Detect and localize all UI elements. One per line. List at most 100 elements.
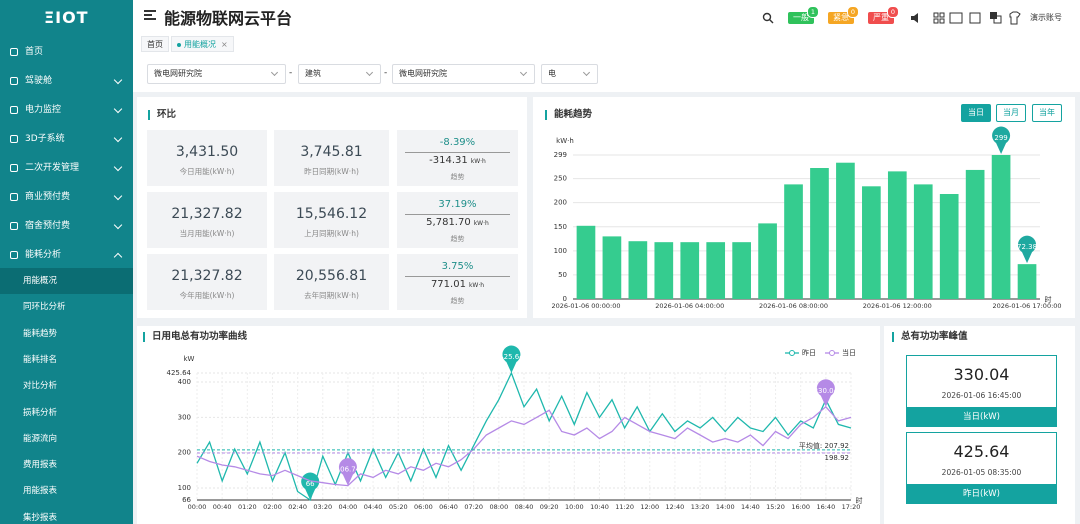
menu-item[interactable]: 首页 <box>0 38 133 66</box>
submenu-item[interactable]: 用能概况 <box>0 268 133 294</box>
menu-item[interactable]: 二次开发管理 <box>0 154 133 182</box>
bar <box>706 242 726 299</box>
x-tick-label: 06:00 <box>414 503 433 511</box>
x-tick-label: 07:20 <box>464 503 483 511</box>
x-tick-label: 08:00 <box>489 503 508 511</box>
stat-value: 15,546.12 <box>295 206 368 222</box>
menu-icon <box>10 48 18 56</box>
x-tick-label: 2026-01-06 04:00:00 <box>655 302 724 310</box>
pin-label: 330.04 <box>814 387 839 395</box>
x-axis-label: 时 <box>1045 295 1052 304</box>
menu-label: 宿舍预付费 <box>25 221 71 231</box>
series-line <box>196 371 852 502</box>
submenu-item[interactable]: 集抄报表 <box>0 505 133 524</box>
submenu-label: 同环比分析 <box>23 302 66 313</box>
submenu-item[interactable]: 对比分析 <box>0 373 133 399</box>
stat-card: 15,546.12 上月同期(kW·h) <box>274 192 389 248</box>
alarm-badge[interactable]: 严重 0 <box>868 6 899 24</box>
peak-value: 330.04 <box>953 365 1010 384</box>
pin-label: 72.38 <box>1017 243 1037 251</box>
average-label: 198.92 <box>825 454 850 462</box>
x-tick-label: 04:40 <box>364 503 383 511</box>
layout-icon[interactable] <box>933 12 939 18</box>
range-button[interactable]: 当日 <box>961 104 991 122</box>
submenu-label: 费用报表 <box>23 460 58 471</box>
account-name[interactable]: 演示账号 <box>1030 13 1062 22</box>
submenu-item[interactable]: 同环比分析 <box>0 294 133 320</box>
trend-panel: 能耗趋势 0 50 100 150 200 250 299 kW·h 时 2026-01-06 0… <box>533 97 1075 318</box>
bar <box>1017 264 1037 299</box>
stat-value: 20,556.81 <box>295 268 368 284</box>
menu-item[interactable]: 3D子系统 <box>0 125 133 153</box>
submenu-item[interactable]: 能耗趋势 <box>0 321 133 347</box>
stat-card: 20,556.81 去年同期(kW·h) <box>274 254 389 310</box>
menu-label: 能耗分析 <box>25 250 62 260</box>
range-button[interactable]: 当月 <box>996 104 1026 122</box>
stat-label: 趋势 <box>450 235 465 243</box>
menu-item[interactable]: 宿舍预付费 <box>0 212 133 240</box>
x-tick-label: 16:40 <box>816 503 835 511</box>
submenu-item[interactable]: 费用报表 <box>0 452 133 478</box>
menu-toggle[interactable] <box>144 10 156 20</box>
submenu-item[interactable]: 用能报表 <box>0 478 133 504</box>
stat-divider <box>405 152 510 153</box>
submenu-item[interactable]: 能源流向 <box>0 426 133 452</box>
x-tick-label: 01:20 <box>238 503 257 511</box>
badge-label: 紧急 <box>833 13 849 22</box>
menu-item[interactable]: 能耗分析 <box>0 241 133 269</box>
stat-card: -8.39% -314.31 kW·h 趋势 <box>397 130 518 186</box>
menu-icon <box>10 77 18 85</box>
menu-item[interactable]: 驾驶舱 <box>0 67 133 95</box>
search-icon[interactable] <box>762 12 774 24</box>
peak-label: 当日(kW) <box>906 407 1057 427</box>
tab-active[interactable]: 用能概况 × <box>171 36 234 52</box>
alarm-badge[interactable]: 一般 1 <box>788 6 819 24</box>
x-tick-label: 2026-01-06 17:00:00 <box>993 302 1062 310</box>
y-tick-label: 100 <box>554 247 567 255</box>
select[interactable]: 电 <box>541 64 598 84</box>
menu-item[interactable]: 电力监控 <box>0 96 133 124</box>
power-panel: 日用电总有功功率曲线 66 100 200 300 400 425.64 kW 时 00:00 0… <box>137 326 880 524</box>
theme-icon[interactable] <box>1009 11 1021 25</box>
submenu-item[interactable]: 能耗排名 <box>0 347 133 373</box>
menu-icon <box>10 193 18 201</box>
fullscreen-icon[interactable] <box>969 12 981 24</box>
submenu-item[interactable]: 损耗分析 <box>0 400 133 426</box>
stat-value: 3,745.81 <box>300 144 363 160</box>
stat-label: 今日用能(kW·h) <box>179 167 235 176</box>
stat-value: 21,327.82 <box>171 268 243 284</box>
submenu-label: 用能概况 <box>23 276 58 286</box>
tab-dot <box>177 42 181 47</box>
pin-label: 106.74 <box>336 466 361 474</box>
range-button[interactable]: 当年 <box>1032 104 1062 122</box>
app-title: 能源物联网云平台 <box>164 9 293 28</box>
panel-title: 能耗趋势 <box>545 110 592 120</box>
stat-diff-value: 771.01 <box>430 279 466 290</box>
stat-unit: kW·h <box>470 158 486 165</box>
y-tick-label: 200 <box>178 449 191 457</box>
tab-close[interactable]: × <box>221 40 228 49</box>
stat-divider <box>405 276 510 277</box>
stat-card: 3.75% 771.01 kW·h 趋势 <box>397 254 518 310</box>
panel-title: 环比 <box>148 110 176 120</box>
mute-icon[interactable] <box>911 13 918 23</box>
select[interactable]: 微电网研究院 <box>147 64 286 84</box>
menu-label: 二次开发管理 <box>25 163 80 173</box>
select[interactable]: 微电网研究院 <box>392 64 535 84</box>
x-tick-label: 00:00 <box>188 503 207 511</box>
stat-card: 37.19% 5,781.70 kW·h 趋势 <box>397 192 518 248</box>
screen-icon[interactable] <box>949 12 963 24</box>
alarm-badge[interactable]: 紧急 0 <box>828 6 859 24</box>
tab[interactable]: 首页 <box>141 36 169 52</box>
value-pin <box>816 379 835 407</box>
menu-item[interactable]: 商业预付费 <box>0 183 133 211</box>
menu-chevron <box>113 252 123 262</box>
separator: - <box>384 68 388 78</box>
x-tick-label: 04:00 <box>339 503 358 511</box>
stat-card: 3,431.50 今日用能(kW·h) <box>147 130 267 186</box>
select[interactable]: 建筑 <box>298 64 381 84</box>
peak-value: 425.64 <box>953 442 1010 461</box>
stat-label: 昨日同期(kW·h) <box>304 167 359 176</box>
x-tick-label: 17:20 <box>842 503 861 511</box>
